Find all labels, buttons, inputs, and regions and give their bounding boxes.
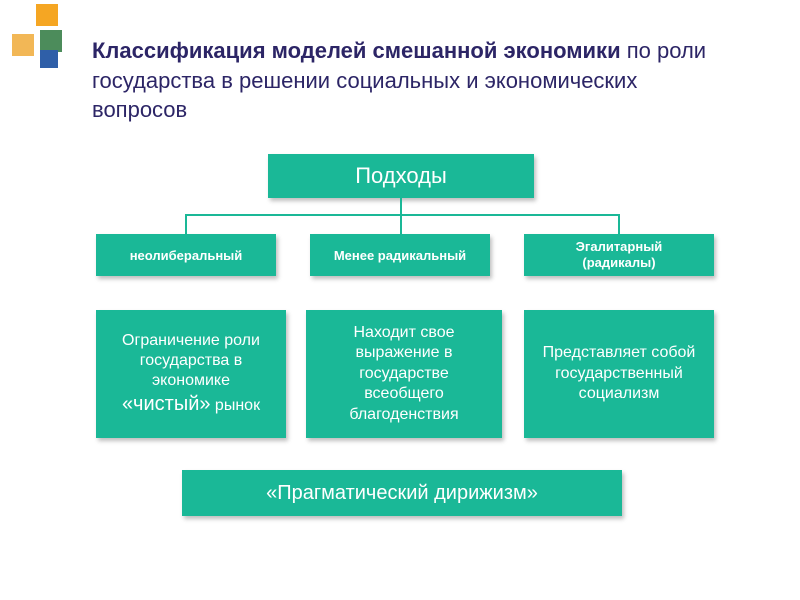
desc-quoted: «чистый»: [122, 393, 211, 415]
desc-box-1: Ограничение роли государства в экономике…: [96, 310, 286, 438]
desc-prefix: Ограничение роли государства в экономике: [122, 332, 260, 390]
desc-text-wrap: Ограничение роли государства в экономике…: [108, 331, 274, 418]
approach-label: неолиберальный: [130, 248, 243, 263]
desc-text: Находит свое выражение в государстве все…: [318, 323, 490, 425]
bottom-box: «Прагматический дирижизм»: [182, 470, 622, 516]
approach-box-3: Эгалитарный (радикалы): [524, 234, 714, 276]
approach-box-1: неолиберальный: [96, 234, 276, 276]
root-box: Подходы: [268, 154, 534, 198]
desc-box-2: Находит свое выражение в государстве все…: [306, 310, 502, 438]
slide-title: Классификация моделей смешанной экономик…: [92, 36, 712, 125]
approach-label: Менее радикальный: [334, 248, 466, 263]
connector: [185, 214, 619, 216]
bottom-text-wrap: «Прагматический дирижизм»: [266, 482, 538, 505]
deco-square: [36, 4, 58, 26]
desc-suffix: рынок: [210, 397, 260, 414]
root-label: Подходы: [355, 163, 447, 189]
corner-decoration: [0, 0, 64, 64]
connector: [618, 214, 620, 234]
deco-square: [12, 34, 34, 56]
title-bold: Классификация моделей смешанной экономик…: [92, 38, 621, 63]
desc-text: Представляет собой государственный социа…: [536, 343, 702, 404]
bottom-quote-close: »: [527, 482, 538, 504]
desc-box-3: Представляет собой государственный социа…: [524, 310, 714, 438]
deco-square: [40, 50, 58, 68]
connector: [185, 214, 187, 234]
approach-label-wrap: Эгалитарный (радикалы): [576, 239, 663, 270]
approach-box-2: Менее радикальный: [310, 234, 490, 276]
bottom-text: Прагматический дирижизм: [277, 482, 526, 504]
connector: [400, 214, 402, 234]
bottom-quote-open: «: [266, 482, 277, 504]
deco-square: [40, 30, 62, 52]
approach-label-line2: (радикалы): [582, 255, 655, 270]
connector: [400, 198, 402, 214]
approach-label-line1: Эгалитарный: [576, 239, 663, 254]
